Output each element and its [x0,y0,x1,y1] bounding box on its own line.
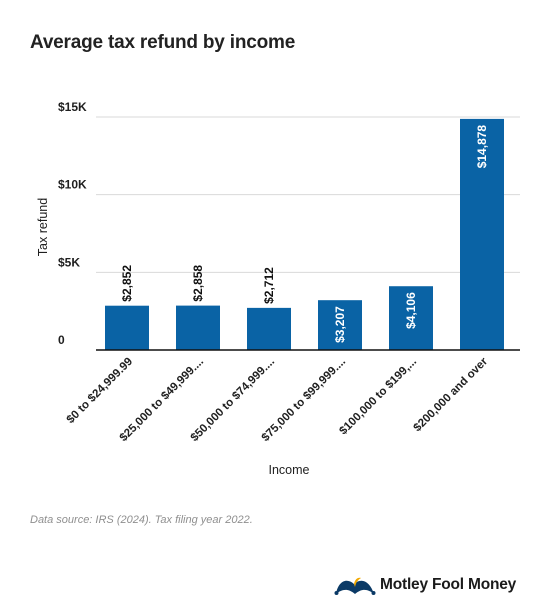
bar [247,307,291,350]
y-tick-label: 0 [58,333,65,347]
data-label: $2,858 [191,265,205,302]
data-label: $2,712 [262,267,276,304]
x-tick-label: $0 to $24,999.99 [65,356,135,426]
brand-name: Motley Fool Money [380,576,517,593]
x-tick-label: $75,000 to $99,999.... [260,356,349,445]
y-axis-title: Tax refund [36,198,50,256]
bar [176,305,220,350]
y-tick-label: $10K [58,178,87,192]
data-label: $14,878 [475,125,489,169]
bar [389,286,433,350]
bar [460,118,504,350]
data-label: $3,207 [333,306,347,343]
y-tick-label: $15K [58,100,87,114]
jester-hat-icon [334,577,376,595]
bar-chart: 0 $5K $10K $15K $2,852 $0 to $24,999.99 $2,858… [36,100,520,477]
x-axis-title: Income [269,463,310,477]
y-tick-label: $5K [58,255,80,269]
bar [318,300,362,350]
bar [105,305,149,350]
data-label: $2,852 [120,265,134,302]
x-tick-label: $200,000 and over [412,355,491,434]
chart-title: Average tax refund by income [30,32,296,53]
data-label: $4,106 [404,292,418,329]
brand-logo: Motley Fool Money [334,574,516,596]
source-note: Data source: IRS (2024). Tax filing year… [30,514,253,526]
x-tick-label: $100,000 to $199,... [337,356,419,438]
